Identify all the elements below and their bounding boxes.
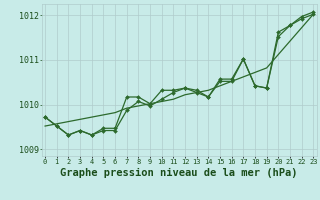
X-axis label: Graphe pression niveau de la mer (hPa): Graphe pression niveau de la mer (hPa) xyxy=(60,168,298,178)
